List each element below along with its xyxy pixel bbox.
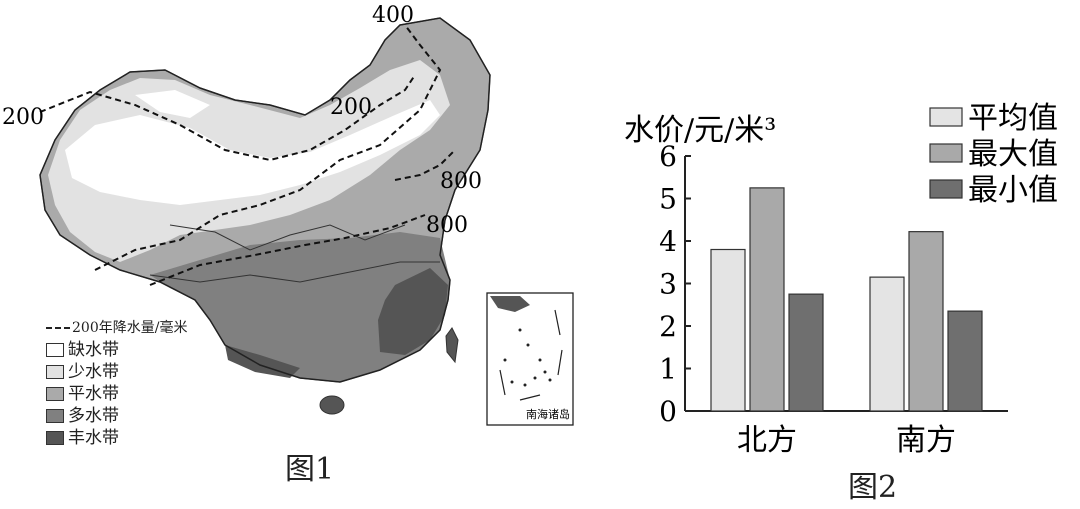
inset-dashes — [499, 309, 563, 401]
y-tick-label: 0 — [659, 395, 677, 428]
legend-label: 少水带 — [68, 362, 119, 382]
legend-item-pingshui: 平水带 — [46, 383, 187, 405]
x-tick-label: 北方 — [737, 423, 797, 458]
contour-label-200-east: 200 — [330, 95, 372, 120]
y-tick-label: 3 — [659, 268, 677, 301]
map-legend: 200年降水量/毫米 缺水带 少水带 平水带 多水带 丰水带 — [46, 317, 187, 449]
chart-axes: 0 1 2 3 4 5 6 北方 南方 — [659, 140, 1008, 458]
legend-label: 多水带 — [68, 406, 119, 426]
inset-coast — [490, 296, 530, 312]
hainan-island — [319, 395, 345, 415]
legend-isohyet: 200年降水量/毫米 — [46, 317, 187, 339]
legend-label: 最大值 — [968, 137, 1058, 172]
x-tick-label: 南方 — [896, 423, 956, 458]
yellow-river — [169, 224, 406, 251]
inset-frame — [486, 292, 574, 426]
taiwan-island — [445, 327, 459, 364]
bar-south-0 — [869, 276, 905, 412]
legend-swatch-icon — [929, 179, 963, 199]
figure-1-map: 400 200 200 800 800 南海诸岛 200年降水量/毫米 缺水带 … — [2, 3, 574, 449]
dashed-line-icon — [46, 327, 70, 329]
legend-label: 平水带 — [68, 384, 119, 404]
legend-label: 缺水带 — [68, 340, 119, 360]
region-fengshui — [378, 268, 448, 355]
inset-label: 南海诸岛 — [526, 407, 570, 421]
swatch-icon — [46, 365, 64, 379]
isohyet-800b — [394, 149, 456, 181]
yangtze-river — [149, 261, 440, 283]
bar-south-1 — [908, 231, 944, 412]
contour-label-400: 400 — [372, 3, 414, 28]
contour-label-200-west: 200 — [2, 105, 44, 130]
legend-item-duoshui: 多水带 — [46, 405, 187, 427]
figure-2-caption: 图2 — [848, 470, 898, 505]
figure-1-caption: 图1 — [285, 452, 335, 487]
contour-label-800-b: 800 — [426, 213, 468, 238]
y-axis-label: 水价/元/米³ — [624, 113, 776, 148]
swatch-icon — [46, 343, 64, 357]
contour-label-800-a: 800 — [440, 169, 482, 194]
isohyet-800 — [149, 214, 426, 286]
legend-swatch-icon — [929, 143, 963, 163]
inset-islands — [503, 328, 552, 387]
bar-north-2 — [788, 293, 824, 412]
chart-bars — [710, 187, 983, 412]
bar-north-1 — [749, 187, 785, 412]
legend-item-shaoshui: 少水带 — [46, 361, 187, 383]
legend-item-fengshui: 丰水带 — [46, 427, 187, 449]
region-queshui-north — [135, 90, 210, 118]
legend-label: 最小值 — [968, 173, 1058, 208]
legend-item-queshui: 缺水带 — [46, 339, 187, 361]
bar-south-2 — [947, 310, 983, 412]
swatch-icon — [46, 431, 64, 445]
swatch-icon — [46, 409, 64, 423]
figure-2-chart: 水价/元/米³ 0 1 2 3 4 5 6 北方 南方 平均值 最大值 最小值 — [600, 0, 1080, 505]
isohyet-200 — [39, 74, 416, 162]
region-fengshui-sw — [225, 345, 300, 378]
region-queshui — [65, 100, 440, 205]
china-water-map: 400 200 200 800 800 南海诸岛 — [2, 3, 574, 426]
y-tick-label: 1 — [659, 353, 677, 386]
bar-north-0 — [710, 248, 746, 412]
legend-label: 平均值 — [968, 101, 1058, 136]
legend-swatch-icon — [929, 107, 963, 127]
y-tick-label: 4 — [659, 225, 677, 258]
y-tick-label: 5 — [659, 183, 677, 216]
china-border — [39, 17, 491, 383]
legend-label: 丰水带 — [68, 428, 119, 448]
isohyet-400 — [94, 24, 442, 271]
y-tick-label: 2 — [659, 310, 677, 343]
legend-isohyet-label: 200年降水量/毫米 — [72, 320, 188, 336]
swatch-icon — [46, 387, 64, 401]
y-tick-label: 6 — [659, 140, 677, 173]
